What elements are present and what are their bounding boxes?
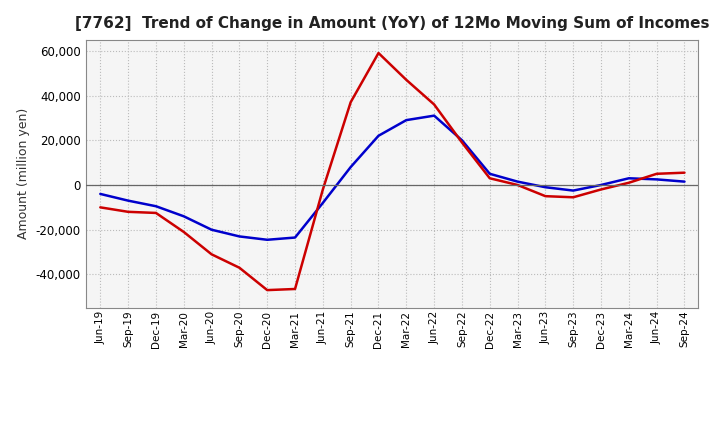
Ordinary Income — [402, 117, 410, 123]
Ordinary Income — [124, 198, 132, 203]
Ordinary Income — [430, 113, 438, 118]
Net Income — [624, 180, 633, 185]
Ordinary Income — [374, 133, 383, 139]
Net Income — [96, 205, 104, 210]
Ordinary Income — [541, 185, 550, 190]
Net Income — [430, 102, 438, 107]
Ordinary Income — [513, 179, 522, 184]
Ordinary Income — [263, 237, 271, 242]
Ordinary Income — [652, 177, 661, 182]
Ordinary Income — [291, 235, 300, 240]
Net Income — [597, 187, 606, 192]
Ordinary Income — [235, 234, 243, 239]
Net Income — [124, 209, 132, 214]
Ordinary Income — [569, 188, 577, 193]
Net Income — [179, 229, 188, 235]
Net Income — [346, 99, 355, 105]
Ordinary Income — [96, 191, 104, 197]
Ordinary Income — [207, 227, 216, 232]
Ordinary Income — [680, 179, 689, 184]
Line: Net Income: Net Income — [100, 53, 685, 290]
Net Income — [263, 287, 271, 293]
Ordinary Income — [179, 214, 188, 219]
Net Income — [680, 170, 689, 175]
Ordinary Income — [485, 171, 494, 176]
Title: [7762]  Trend of Change in Amount (YoY) of 12Mo Moving Sum of Incomes: [7762] Trend of Change in Amount (YoY) o… — [75, 16, 710, 32]
Net Income — [541, 194, 550, 199]
Net Income — [513, 182, 522, 187]
Line: Ordinary Income: Ordinary Income — [100, 116, 685, 240]
Ordinary Income — [624, 176, 633, 181]
Net Income — [374, 50, 383, 55]
Net Income — [207, 252, 216, 257]
Net Income — [458, 140, 467, 145]
Net Income — [402, 77, 410, 82]
Net Income — [235, 265, 243, 270]
Ordinary Income — [318, 200, 327, 205]
Net Income — [652, 171, 661, 176]
Ordinary Income — [346, 165, 355, 170]
Ordinary Income — [458, 138, 467, 143]
Net Income — [485, 176, 494, 181]
Net Income — [569, 194, 577, 200]
Net Income — [291, 286, 300, 292]
Ordinary Income — [597, 182, 606, 187]
Net Income — [152, 210, 161, 216]
Y-axis label: Amount (million yen): Amount (million yen) — [17, 108, 30, 239]
Net Income — [318, 187, 327, 192]
Ordinary Income — [152, 204, 161, 209]
